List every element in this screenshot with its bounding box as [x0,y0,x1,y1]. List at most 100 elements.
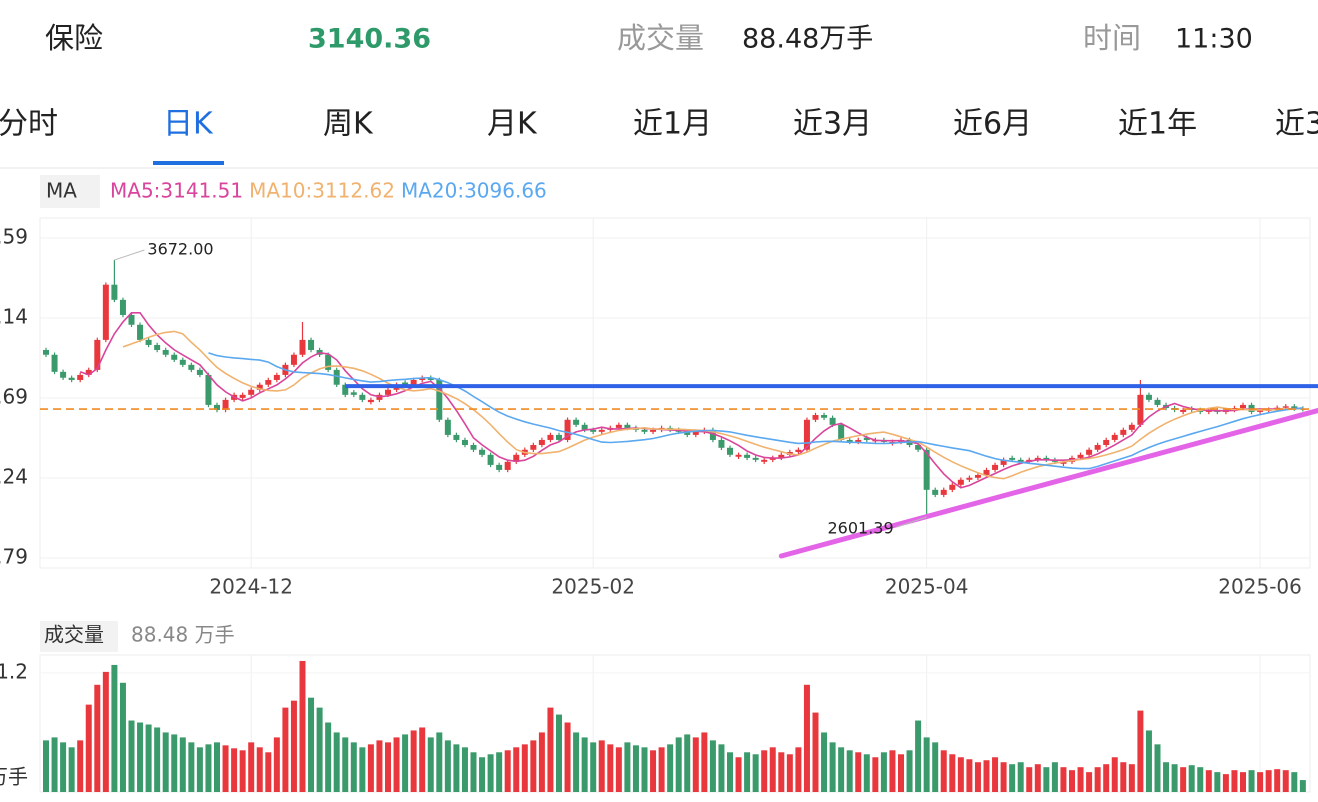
candle-body [461,439,468,445]
candle-body [453,434,460,440]
volume-bar [1257,772,1264,792]
candle-body [43,349,49,355]
ma-line [122,330,1303,480]
candle-body [727,447,733,455]
tab[interactable]: 近1月 [633,107,712,142]
volume-bar [308,697,315,792]
volume-bar [727,752,733,792]
volume-bar [419,727,426,792]
volume-bar [102,671,109,792]
candle-body [128,314,135,325]
volume: 88.48万手 [742,24,873,55]
volume-bar [85,704,92,792]
volume-bar [1026,767,1033,792]
x-tick-label: 2025-04 [885,575,969,599]
candle-body [60,371,67,378]
volume-bar [667,744,674,792]
candle-body [214,404,220,410]
candle-body [1137,394,1144,425]
candle-body [615,424,622,428]
candle-body [949,484,956,490]
volume-bar [154,727,161,792]
candle-body [94,339,101,370]
volume-bar [1137,710,1144,792]
volume-bar [538,732,545,792]
volume-bar [821,732,828,792]
candle-body [684,431,691,435]
volume-bar [573,732,580,792]
volume-bar [1017,762,1024,792]
volume-bar [1180,767,1187,792]
volume-bar [470,752,477,792]
volume-bar [479,757,486,792]
candle-body [1034,457,1041,460]
candle-body [436,379,443,420]
tab[interactable]: 近1年 [1118,107,1197,142]
candle-body [556,434,562,440]
volume-bar [1205,770,1212,792]
price: 3140.36 [308,24,431,55]
high-label: 3672.00 [147,240,213,259]
candle-body [145,339,152,345]
volume-bar [43,740,49,792]
tab[interactable]: 周K [323,107,374,142]
volume-bar [1111,757,1118,792]
volume-bar [496,752,503,792]
candle-body [1000,459,1007,465]
candle-body [333,369,340,385]
candle-body [863,437,870,440]
candle-body [709,429,716,440]
volume-bar [829,742,836,792]
volume-subtitle: 88.48 万手 [131,623,235,647]
y-tick-label: 1.2 [0,659,28,683]
volume-bar [1034,764,1041,792]
tab[interactable]: 近6月 [953,107,1032,142]
candle-body [77,374,84,380]
volume-bar [530,740,537,792]
candle-body [1077,454,1084,458]
candle-body [1128,424,1135,430]
y-tick-label: 3465.14 [0,305,28,329]
volume-bar [803,684,810,792]
tab[interactable]: 近3年 [1275,107,1318,142]
volume-bar [1248,770,1255,792]
candle-body [846,439,853,442]
volume-bar [1197,767,1204,792]
candle-body [290,354,297,365]
tab[interactable]: 日K [163,107,214,142]
candle-body [1017,459,1024,462]
candle-body [778,454,785,458]
volume-bar [410,730,417,792]
tab[interactable]: 月K [487,107,538,142]
volume-bar [1291,772,1298,792]
candle-body [795,449,802,453]
volume-bar [1274,769,1281,792]
volume-bar [547,707,554,792]
volume-bar [641,747,648,792]
tab[interactable]: 分时 [0,107,58,142]
sector-name: 保险 [45,21,103,55]
candle-body [265,379,272,385]
volume-bar [692,737,699,792]
volume-bar [1120,762,1127,792]
volume-bar [333,732,340,792]
volume-bar [590,742,597,792]
volume-bar [1299,780,1306,792]
candle-body [974,474,981,478]
tab[interactable]: 近3月 [793,107,872,142]
volume-bar [171,734,178,792]
volume-bar [684,734,691,792]
volume-bar [290,700,297,792]
volume-bar [949,754,956,792]
volume-bar [581,737,588,792]
candle-body [650,429,657,432]
volume-bar [359,747,366,792]
candle-body [829,417,836,425]
candle-body [752,457,759,460]
candle-body [1291,406,1298,409]
volume-bar [239,750,246,792]
volume-bar [367,744,374,792]
candle-body [1111,434,1118,440]
volume-bar [1009,764,1016,792]
